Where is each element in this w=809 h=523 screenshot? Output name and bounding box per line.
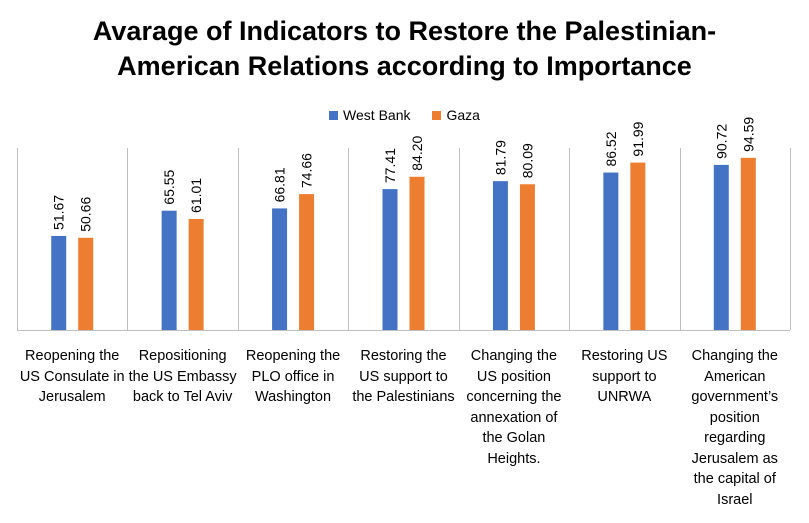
data-label-west-bank: 86.52 [603,131,619,166]
legend: West Bank Gaza [0,107,809,123]
data-label-gaza: 61.01 [188,178,204,213]
legend-item-gaza: Gaza [432,107,480,123]
data-label-gaza: 80.09 [519,143,535,178]
category-label: Reopening the PLO office in Washington [245,348,341,405]
data-label-gaza: 50.66 [78,197,94,232]
bar-west-bank [713,164,729,330]
bar-gaza [740,157,756,330]
data-label-west-bank: 90.72 [713,124,729,159]
chart-title: Avarage of Indicators to Restore the Pal… [0,14,809,84]
bar-west-bank [492,181,508,330]
chart-title-line-2: American Relations according to Importan… [117,51,692,81]
data-label-gaza: 74.66 [299,153,315,188]
bar-gaza [78,237,94,330]
legend-label-west-bank: West Bank [343,107,411,123]
legend-swatch-gaza [432,110,442,120]
legend-swatch-west-bank [329,110,339,120]
data-label-west-bank: 81.79 [492,140,508,175]
bar-gaza [630,162,646,330]
bar-gaza [188,218,204,330]
data-label-west-bank: 77.41 [382,148,398,183]
data-label-gaza: 84.20 [409,136,425,171]
category-label: Reopening the US Consulate in Jerusalem [19,348,125,405]
data-label-west-bank: 66.81 [272,167,288,202]
category-label: Restoring the US support to the Palestin… [352,348,455,405]
data-label-west-bank: 51.67 [51,195,67,230]
bar-west-bank [161,210,177,330]
bar-west-bank [382,189,398,330]
category-label: Changing the US position concerning the … [466,348,562,467]
bar-gaza [519,184,535,330]
bar-west-bank [51,235,67,330]
data-label-west-bank: 65.55 [161,169,177,204]
category-label: Restoring US support to UNRWA [581,348,668,405]
legend-item-west-bank: West Bank [329,107,410,123]
data-label-gaza: 94.59 [740,117,756,152]
legend-label-gaza: Gaza [446,107,480,123]
bar-west-bank [272,208,288,330]
bar-gaza [409,176,425,330]
bar-west-bank [603,172,619,330]
chart-title-line-1: Avarage of Indicators to Restore the Pal… [92,16,717,46]
category-label: Changing the American government’s posit… [691,348,779,508]
category-label: Repositioning the US Embassy back to Tel… [128,348,237,405]
data-label-gaza: 91.99 [630,121,646,156]
bar-gaza [299,194,315,330]
